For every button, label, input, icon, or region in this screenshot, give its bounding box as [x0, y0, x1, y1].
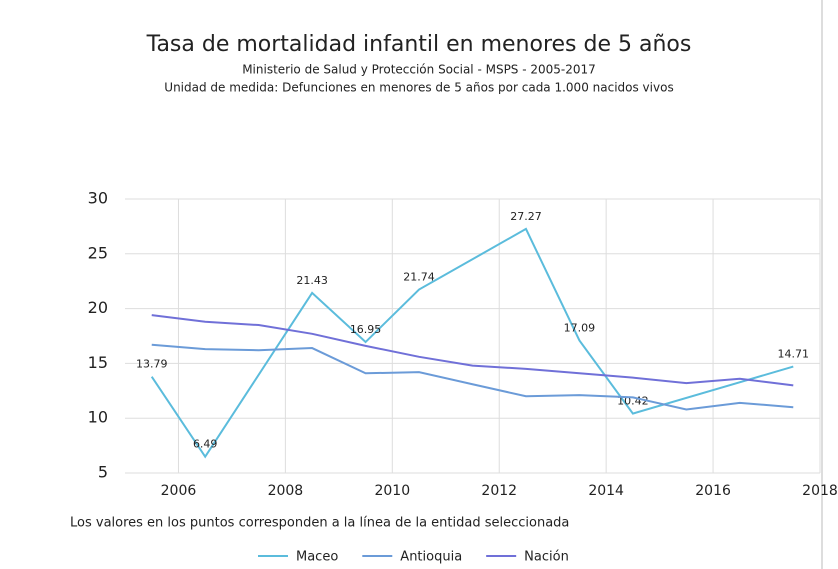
- y-tick-label: 10: [88, 408, 108, 427]
- chart-subtitle: Unidad de medida: Defunciones en menores…: [164, 81, 673, 95]
- legend-label: Maceo: [296, 550, 338, 565]
- y-tick-label: 30: [88, 189, 108, 208]
- line-series: [150, 227, 794, 459]
- legend-label: Nación: [524, 550, 569, 565]
- chart-subtitle: Ministerio de Salud y Protección Social …: [242, 63, 596, 77]
- data-label: 21.43: [296, 274, 328, 287]
- y-tick-label: 25: [88, 243, 108, 262]
- x-tick-label: 2006: [161, 483, 197, 499]
- data-label: 16.95: [350, 323, 382, 336]
- chart-note: Los valores en los puntos corresponden a…: [70, 516, 569, 531]
- x-tick-label: 2014: [588, 483, 624, 499]
- data-label: 27.27: [510, 210, 542, 223]
- x-tick-label: 2012: [481, 483, 517, 499]
- data-label: 14.71: [778, 348, 810, 361]
- y-tick-label: 20: [88, 298, 108, 317]
- data-label: 17.09: [564, 321, 596, 334]
- line-series: [151, 314, 794, 387]
- line-series: [151, 343, 794, 411]
- x-tick-label: 2018: [802, 483, 838, 499]
- y-tick-label: 5: [98, 463, 108, 482]
- legend-label: Antioquia: [400, 550, 462, 565]
- data-label: 6.49: [193, 438, 218, 451]
- y-tick-label: 15: [88, 353, 108, 372]
- data-label: 21.74: [403, 271, 435, 284]
- x-tick-label: 2010: [374, 483, 410, 499]
- chart-title: Tasa de mortalidad infantil en menores d…: [146, 32, 692, 57]
- x-tick-label: 2008: [268, 483, 304, 499]
- data-label: 13.79: [136, 358, 168, 371]
- x-tick-label: 2016: [695, 483, 731, 499]
